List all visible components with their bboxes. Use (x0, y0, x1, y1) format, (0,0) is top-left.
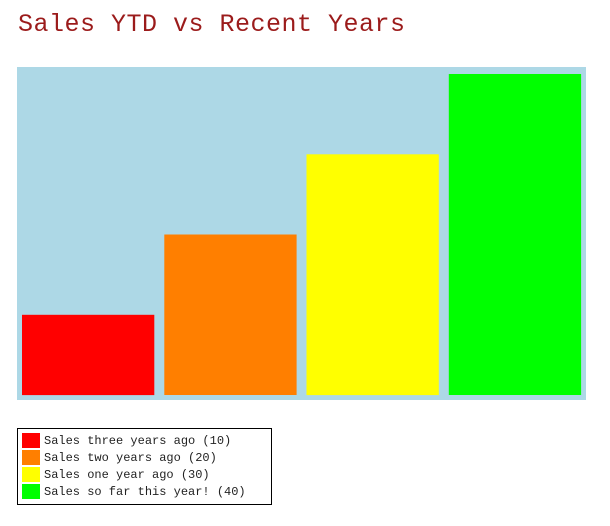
bar-three-years-ago (22, 314, 155, 396)
legend-label: Sales one year ago (30) (44, 467, 210, 482)
bar-two-years-ago (164, 234, 297, 395)
bar-one-year-ago (306, 154, 439, 396)
legend-item-three-years-ago: Sales three years ago (10) (22, 432, 267, 449)
plot-area (17, 67, 586, 400)
legend-label: Sales so far this year! (40) (44, 484, 246, 499)
chart-title: Sales YTD vs Recent Years (18, 10, 406, 39)
legend-label: Sales three years ago (10) (44, 433, 232, 448)
legend-label: Sales two years ago (20) (44, 450, 217, 465)
legend-swatch (22, 467, 40, 482)
legend-swatch (22, 433, 40, 448)
legend-swatch (22, 450, 40, 465)
legend-item-one-year-ago: Sales one year ago (30) (22, 466, 267, 483)
legend-swatch (22, 484, 40, 499)
chart-legend: Sales three years ago (10) Sales two yea… (17, 428, 272, 505)
bar-group (22, 74, 582, 396)
legend-item-this-year: Sales so far this year! (40) (22, 483, 267, 500)
bar-chart (17, 67, 586, 400)
bar-this-year (448, 74, 582, 395)
legend-item-two-years-ago: Sales two years ago (20) (22, 449, 267, 466)
